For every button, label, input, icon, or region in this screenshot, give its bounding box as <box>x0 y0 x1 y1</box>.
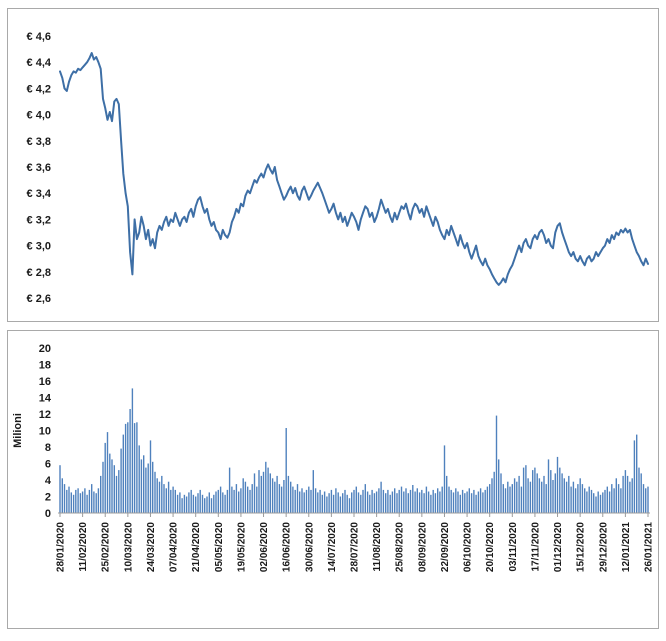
x-tick-label: 19/05/2020 <box>236 522 247 572</box>
price-y-tick-label: € 3,2 <box>27 214 51 226</box>
x-tick-label: 10/03/2020 <box>123 522 134 572</box>
price-line <box>59 52 649 286</box>
price-y-tick-label: € 3,8 <box>27 136 51 148</box>
x-tick-label: 11/08/2020 <box>372 522 383 572</box>
price-y-tick-label: € 3,0 <box>27 241 51 253</box>
x-tick-label: 28/07/2020 <box>350 522 361 572</box>
x-tick-label: 15/12/2020 <box>576 522 587 572</box>
volume-bars <box>59 388 649 513</box>
x-tick-label: 24/03/2020 <box>146 522 157 572</box>
x-tick-label: 11/02/2020 <box>78 522 89 572</box>
x-tick-label: 21/04/2020 <box>191 522 202 572</box>
x-tick-label: 29/12/2020 <box>598 522 609 572</box>
price-chart-panel: € 2,6 € 2,8 € 3,0 € 3,2 € 3,4 € 3,6 € 3,8 € 4,0… <box>7 8 659 322</box>
x-tick-label: 14/07/2020 <box>327 522 338 572</box>
price-y-tick-label: € 4,2 <box>27 83 51 95</box>
x-tick-label: 30/06/2020 <box>304 522 315 572</box>
volume-y-tick-label: 14 <box>39 393 52 405</box>
volume-y-tick-label: 10 <box>39 426 51 438</box>
volume-y-tick-label: 2 <box>45 492 51 504</box>
price-y-tick-label: € 4,0 <box>27 110 51 122</box>
x-tick-label: 28/01/2020 <box>56 522 67 572</box>
x-tick-label: 26/01/2021 <box>644 522 655 572</box>
x-tick-label: 16/06/2020 <box>282 522 293 572</box>
volume-y-tick-label: 8 <box>45 442 51 454</box>
volume-y-tick-label: 12 <box>39 409 51 421</box>
x-tick-label: 03/11/2020 <box>508 522 519 572</box>
volume-chart-svg: 0 2 4 6 8 10 12 14 16 18 20 Milioni 28/01/2020 11/02/… <box>12 343 655 572</box>
volume-y-tick-label: 20 <box>39 343 51 355</box>
volume-y-tick-label: 16 <box>39 376 51 388</box>
price-chart-svg: € 2,6 € 2,8 € 3,0 € 3,2 € 3,4 € 3,6 € 3,8 € 4,0… <box>27 31 649 305</box>
price-y-tick-label: € 2,6 <box>27 293 51 305</box>
x-tick-label: 02/06/2020 <box>259 522 270 572</box>
volume-y-tick-label: 4 <box>45 475 52 487</box>
x-tick-label: 25/08/2020 <box>395 522 406 572</box>
x-tick-label: 25/02/2020 <box>101 522 112 572</box>
price-y-tick-label: € 3,6 <box>27 162 51 174</box>
x-tick-label: 06/10/2020 <box>463 522 474 572</box>
x-tick-label: 22/09/2020 <box>440 522 451 572</box>
x-tick-label: 07/04/2020 <box>169 522 180 572</box>
price-y-tick-label: € 3,4 <box>27 188 52 200</box>
volume-y-tick-label: 6 <box>45 459 51 471</box>
x-tick-label: 01/12/2020 <box>553 522 564 572</box>
volume-y-tick-label: 18 <box>39 360 51 372</box>
x-tick-label: 08/09/2020 <box>417 522 428 572</box>
x-tick-label: 17/11/2020 <box>530 522 541 572</box>
price-y-tick-label: € 2,8 <box>27 267 51 279</box>
price-y-tick-label: € 4,4 <box>27 57 52 69</box>
x-tick-label: 05/05/2020 <box>214 522 225 572</box>
volume-y-tick-label: 0 <box>45 508 51 520</box>
price-y-tick-label: € 4,6 <box>27 31 51 43</box>
x-tick-label: 20/10/2020 <box>485 522 496 572</box>
volume-chart-panel: 0 2 4 6 8 10 12 14 16 18 20 Milioni 28/01/2020 11/02/… <box>7 330 659 629</box>
volume-axis-title: Milioni <box>12 413 24 448</box>
x-tick-label: 12/01/2021 <box>621 522 632 572</box>
